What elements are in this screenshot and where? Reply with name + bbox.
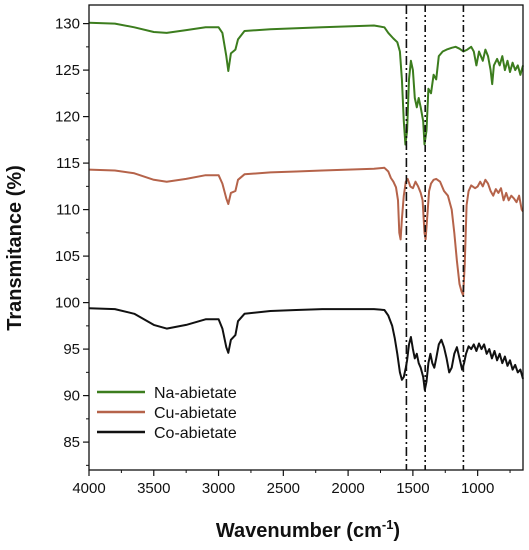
y-tick-label: 110 (56, 202, 80, 219)
x-tick-label: 2500 (267, 480, 300, 497)
legend-label-1: Na-abietate (154, 385, 237, 402)
legend-label-2: Cu-abietate (154, 405, 237, 422)
y-tick-label: 130 (55, 16, 80, 33)
x-axis-title: Wavenumber (cm-1) (216, 517, 400, 542)
y-axis-title: Transmitance (%) (4, 165, 26, 331)
y-axis: 85 90 95 100 105 110 115 120 125 130 (55, 16, 89, 466)
y-tick-label: 115 (56, 155, 80, 172)
x-axis: 4000 3500 3000 2500 2000 1500 1000 (72, 470, 511, 497)
y-tick-label: 125 (55, 62, 80, 79)
x-tick-label: 4000 (72, 480, 105, 497)
series-lines (88, 21, 524, 391)
y-tick-label: 95 (63, 341, 80, 358)
y-tick-label: 90 (63, 388, 80, 405)
y-tick-label: 120 (55, 109, 80, 126)
legend-label-3: Co-abietate (154, 425, 237, 442)
series-line-3 (88, 307, 524, 391)
series-line-1 (88, 21, 524, 146)
series-line-2 (88, 166, 524, 297)
y-tick-label: 85 (63, 434, 80, 451)
reference-lines (405, 5, 465, 470)
x-tick-label: 1000 (461, 480, 494, 497)
plot-frame (88, 4, 524, 471)
x-tick-label: 1500 (396, 480, 429, 497)
legend: Na-abietate Cu-abietate Co-abietate (97, 385, 237, 442)
x-tick-label: 3000 (202, 480, 235, 497)
x-tick-label: 2000 (331, 480, 364, 497)
y-tick-label: 100 (55, 295, 80, 312)
y-tick-label: 105 (55, 248, 80, 265)
x-tick-label: 3500 (137, 480, 170, 497)
